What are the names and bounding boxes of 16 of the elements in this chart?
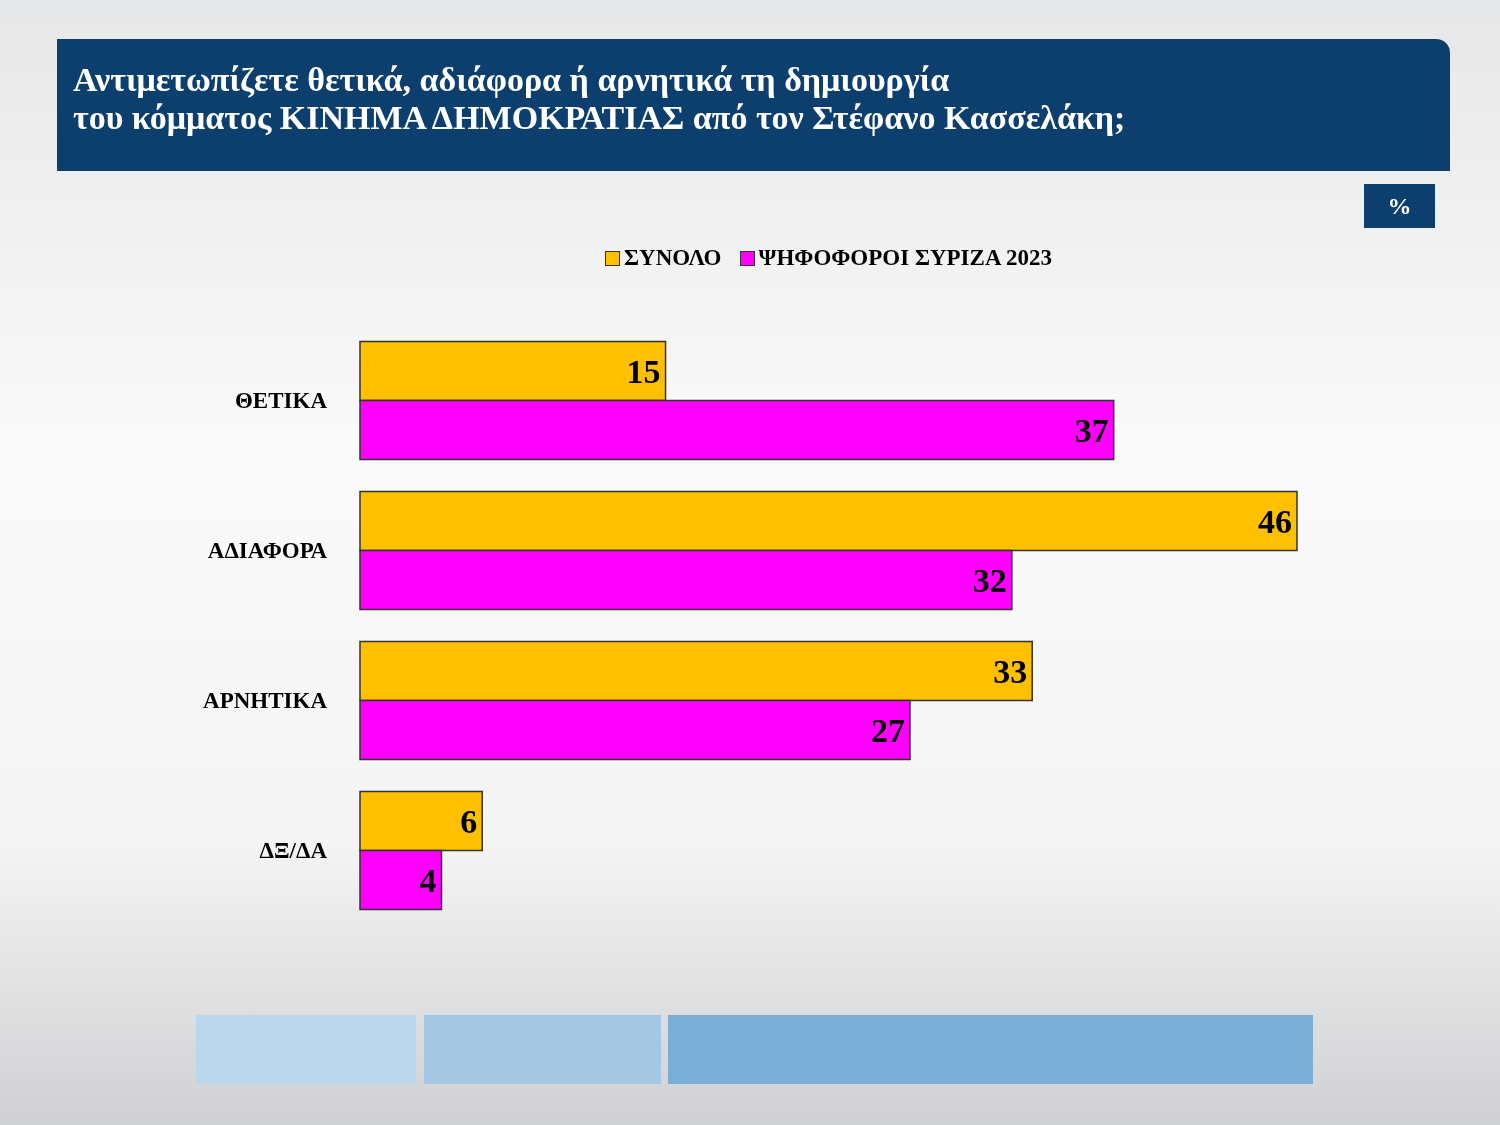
y-tick-label: ΔΞ/ΔΑ (259, 838, 328, 864)
data-label: 32 (972, 562, 1007, 600)
data-label: 46 (1258, 503, 1292, 541)
data-label: 27 (870, 712, 905, 750)
data-label: 15 (626, 353, 661, 391)
y-tick-label: ΘΕΤΙΚΑ (234, 388, 328, 414)
text: % (1364, 184, 1435, 228)
data-label: 4 (419, 862, 437, 900)
data-label: 33 (993, 653, 1028, 691)
data-label: 6 (460, 803, 478, 841)
y-tick-label: ΑΡΝΗΤΙΚΑ (203, 688, 328, 714)
legend-label: ΨΗΦΟΦΟΡΟΙ ΣΥΡΙΖΑ 2023 (758, 245, 1052, 271)
y-tick-label: ΑΔΙΑΦΟΡΑ (207, 538, 328, 564)
chart-title: Αντιμετωπίζετε θετικά, αδιάφορα ή αρνητικά τη δημιουργία του κόμματος ΚΙΝΗΜΑ ΔΗΜΟΚΡΑΤΙΑΣ από τον Στέφανο Κασσελάκη; (57, 39, 1450, 171)
data-label: 37 (1074, 412, 1109, 450)
legend-label: ΣΥΝΟΛΟ (624, 245, 722, 271)
